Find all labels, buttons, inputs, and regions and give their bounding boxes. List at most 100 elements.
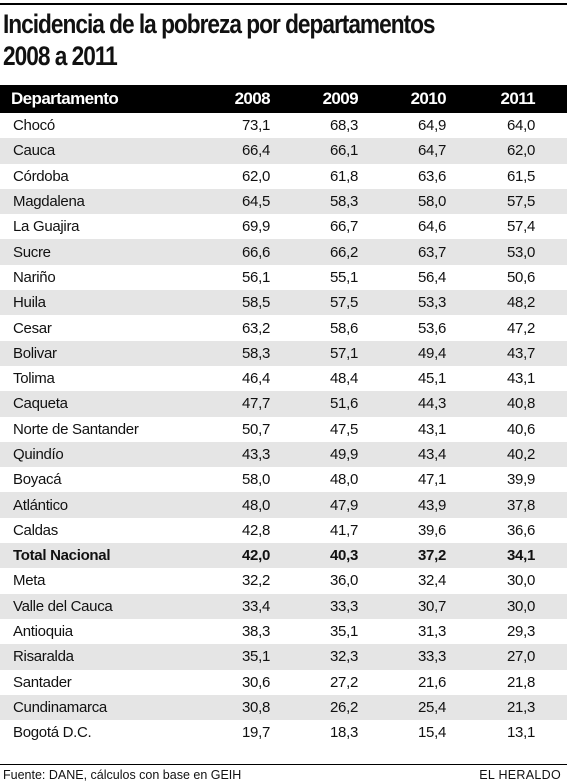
cell-value-2010: 31,3: [418, 623, 446, 641]
table-row: Risaralda 35,1 32,3 33,3 27,0: [0, 644, 567, 670]
bottom-rule: [0, 764, 567, 765]
cell-value-2009: 55,1: [330, 268, 358, 286]
cell-value-2008: 35,1: [242, 648, 270, 666]
cell-value-2008: 19,7: [242, 724, 270, 742]
cell-value-2011: 43,7: [507, 344, 535, 362]
header-2008: 2008: [234, 89, 271, 108]
cell-departamento: Quindío: [13, 446, 64, 463]
cell-departamento: Meta: [13, 572, 46, 590]
table-row: Córdoba 62,0 61,8 63,6 61,5: [0, 164, 567, 189]
cell-value-2010: 63,6: [418, 167, 446, 185]
cell-value-2010: 44,3: [418, 395, 446, 413]
table-row: Magdalena 64,5 58,3 58,0 57,5: [0, 188, 567, 215]
cell-value-2010: 56,4: [418, 268, 446, 286]
cell-value-2010: 15,4: [418, 724, 446, 742]
cell-spacer: [535, 366, 567, 391]
cell-departamento: Risaralda: [13, 648, 74, 666]
cell-value-2009: 47,5: [330, 420, 358, 438]
cell-spacer: [535, 391, 567, 416]
table-row: Huila 58,5 57,5 53,3 48,2: [0, 290, 567, 316]
cell-value-2009: 36,0: [330, 572, 358, 590]
cell-value-2010: 49,4: [418, 344, 446, 362]
cell-spacer: [535, 341, 567, 366]
table-row: Cesar 63,2 58,6 53,6 47,2: [0, 315, 567, 340]
cell-value-2011: 43,1: [507, 370, 535, 388]
cell-value-2008: 33,4: [242, 597, 270, 615]
cell-value-2008: 69,9: [242, 218, 270, 236]
cell-value-2010: 64,9: [418, 117, 446, 135]
cell-value-2008: 32,2: [242, 572, 270, 590]
cell-value-2010: 43,1: [418, 420, 446, 438]
cell-departamento: Huila: [13, 294, 46, 312]
cell-value-2009: 41,7: [330, 521, 358, 539]
cell-value-2009: 32,3: [330, 648, 358, 666]
cell-value-2009: 61,8: [330, 167, 358, 185]
cell-value-2010: 64,6: [418, 218, 446, 236]
page-title: Incidencia de la pobreza por departament…: [3, 8, 473, 72]
cell-value-2010: 58,0: [418, 193, 446, 211]
publisher-brand: EL HERALDO: [479, 768, 561, 782]
cell-departamento: Bolivar: [13, 344, 57, 362]
cell-value-2008: 58,0: [242, 471, 270, 489]
cell-value-2011: 50,6: [507, 268, 535, 286]
table-row: Total Nacional 42,0 40,3 37,2 34,1: [0, 543, 567, 569]
table-row: Caqueta 47,7 51,6 44,3 40,8: [0, 391, 567, 417]
cell-value-2010: 43,9: [418, 496, 446, 514]
cell-value-2010: 33,3: [418, 648, 446, 666]
title-line-2: 2008 a 2011: [3, 41, 118, 71]
cell-departamento: Nariño: [13, 268, 56, 286]
cell-departamento: Antioquia: [13, 623, 73, 641]
cell-spacer: [535, 670, 567, 695]
cell-value-2008: 46,4: [242, 370, 270, 388]
cell-value-2011: 47,2: [507, 319, 535, 337]
table-row: Boyacá 58,0 48,0 47,1 39,9: [0, 467, 567, 492]
cell-value-2009: 58,3: [330, 193, 358, 211]
cell-departamento: Caqueta: [13, 395, 68, 413]
cell-value-2010: 53,3: [418, 294, 446, 312]
cell-value-2011: 53,0: [507, 243, 535, 261]
cell-spacer: [535, 619, 567, 644]
cell-spacer: [535, 492, 567, 517]
cell-value-2011: 13,1: [507, 724, 535, 742]
table-row: Bogotá D.C. 19,7 18,3 15,4 13,1: [0, 720, 567, 745]
cell-value-2009: 18,3: [330, 724, 358, 742]
cell-spacer: [535, 315, 567, 340]
cell-departamento: Caldas: [13, 521, 58, 539]
cell-value-2009: 58,6: [330, 319, 358, 337]
cell-value-2009: 33,3: [330, 597, 358, 615]
cell-value-2010: 25,4: [418, 698, 446, 716]
cell-spacer: [535, 290, 567, 315]
cell-value-2009: 48,4: [330, 370, 358, 388]
table-row: La Guajira 69,9 66,7 64,6 57,4: [0, 214, 567, 239]
cell-departamento: Valle del Cauca: [13, 597, 113, 615]
cell-value-2008: 58,3: [242, 344, 270, 362]
cell-value-2010: 32,4: [418, 572, 446, 590]
cell-value-2008: 30,8: [242, 698, 270, 716]
cell-value-2010: 45,1: [418, 370, 446, 388]
cell-value-2008: 42,0: [242, 547, 270, 565]
cell-value-2010: 39,6: [418, 521, 446, 539]
cell-value-2008: 66,4: [242, 142, 270, 160]
cell-departamento: Bogotá D.C.: [13, 724, 92, 742]
table-row: Tolima 46,4 48,4 45,1 43,1: [0, 366, 567, 391]
cell-value-2009: 27,2: [330, 673, 358, 691]
cell-spacer: [535, 594, 567, 619]
table-row: Caldas 42,8 41,7 39,6 36,6: [0, 518, 567, 543]
cell-spacer: [535, 720, 567, 745]
cell-value-2009: 57,1: [330, 344, 358, 362]
table-row: Cundinamarca 30,8 26,2 25,4 21,3: [0, 694, 567, 721]
cell-value-2011: 64,0: [507, 117, 535, 135]
cell-spacer: [535, 695, 567, 720]
table-row: Norte de Santander 50,7 47,5 43,1 40,6: [0, 417, 567, 442]
cell-spacer: [535, 189, 567, 214]
cell-value-2010: 21,6: [418, 673, 446, 691]
cell-value-2011: 30,0: [507, 597, 535, 615]
poverty-table: Departamento 2008 2009 2010 2011 Chocó 73…: [0, 85, 567, 745]
cell-value-2011: 34,1: [507, 547, 535, 565]
title-line-1: Incidencia de la pobreza por departament…: [3, 9, 436, 39]
cell-spacer: [535, 467, 567, 492]
source-note: Fuente: DANE, cálculos con base en GEIH: [3, 768, 242, 782]
cell-value-2008: 42,8: [242, 521, 270, 539]
cell-spacer: [535, 113, 567, 138]
cell-departamento: Norte de Santander: [13, 420, 139, 438]
